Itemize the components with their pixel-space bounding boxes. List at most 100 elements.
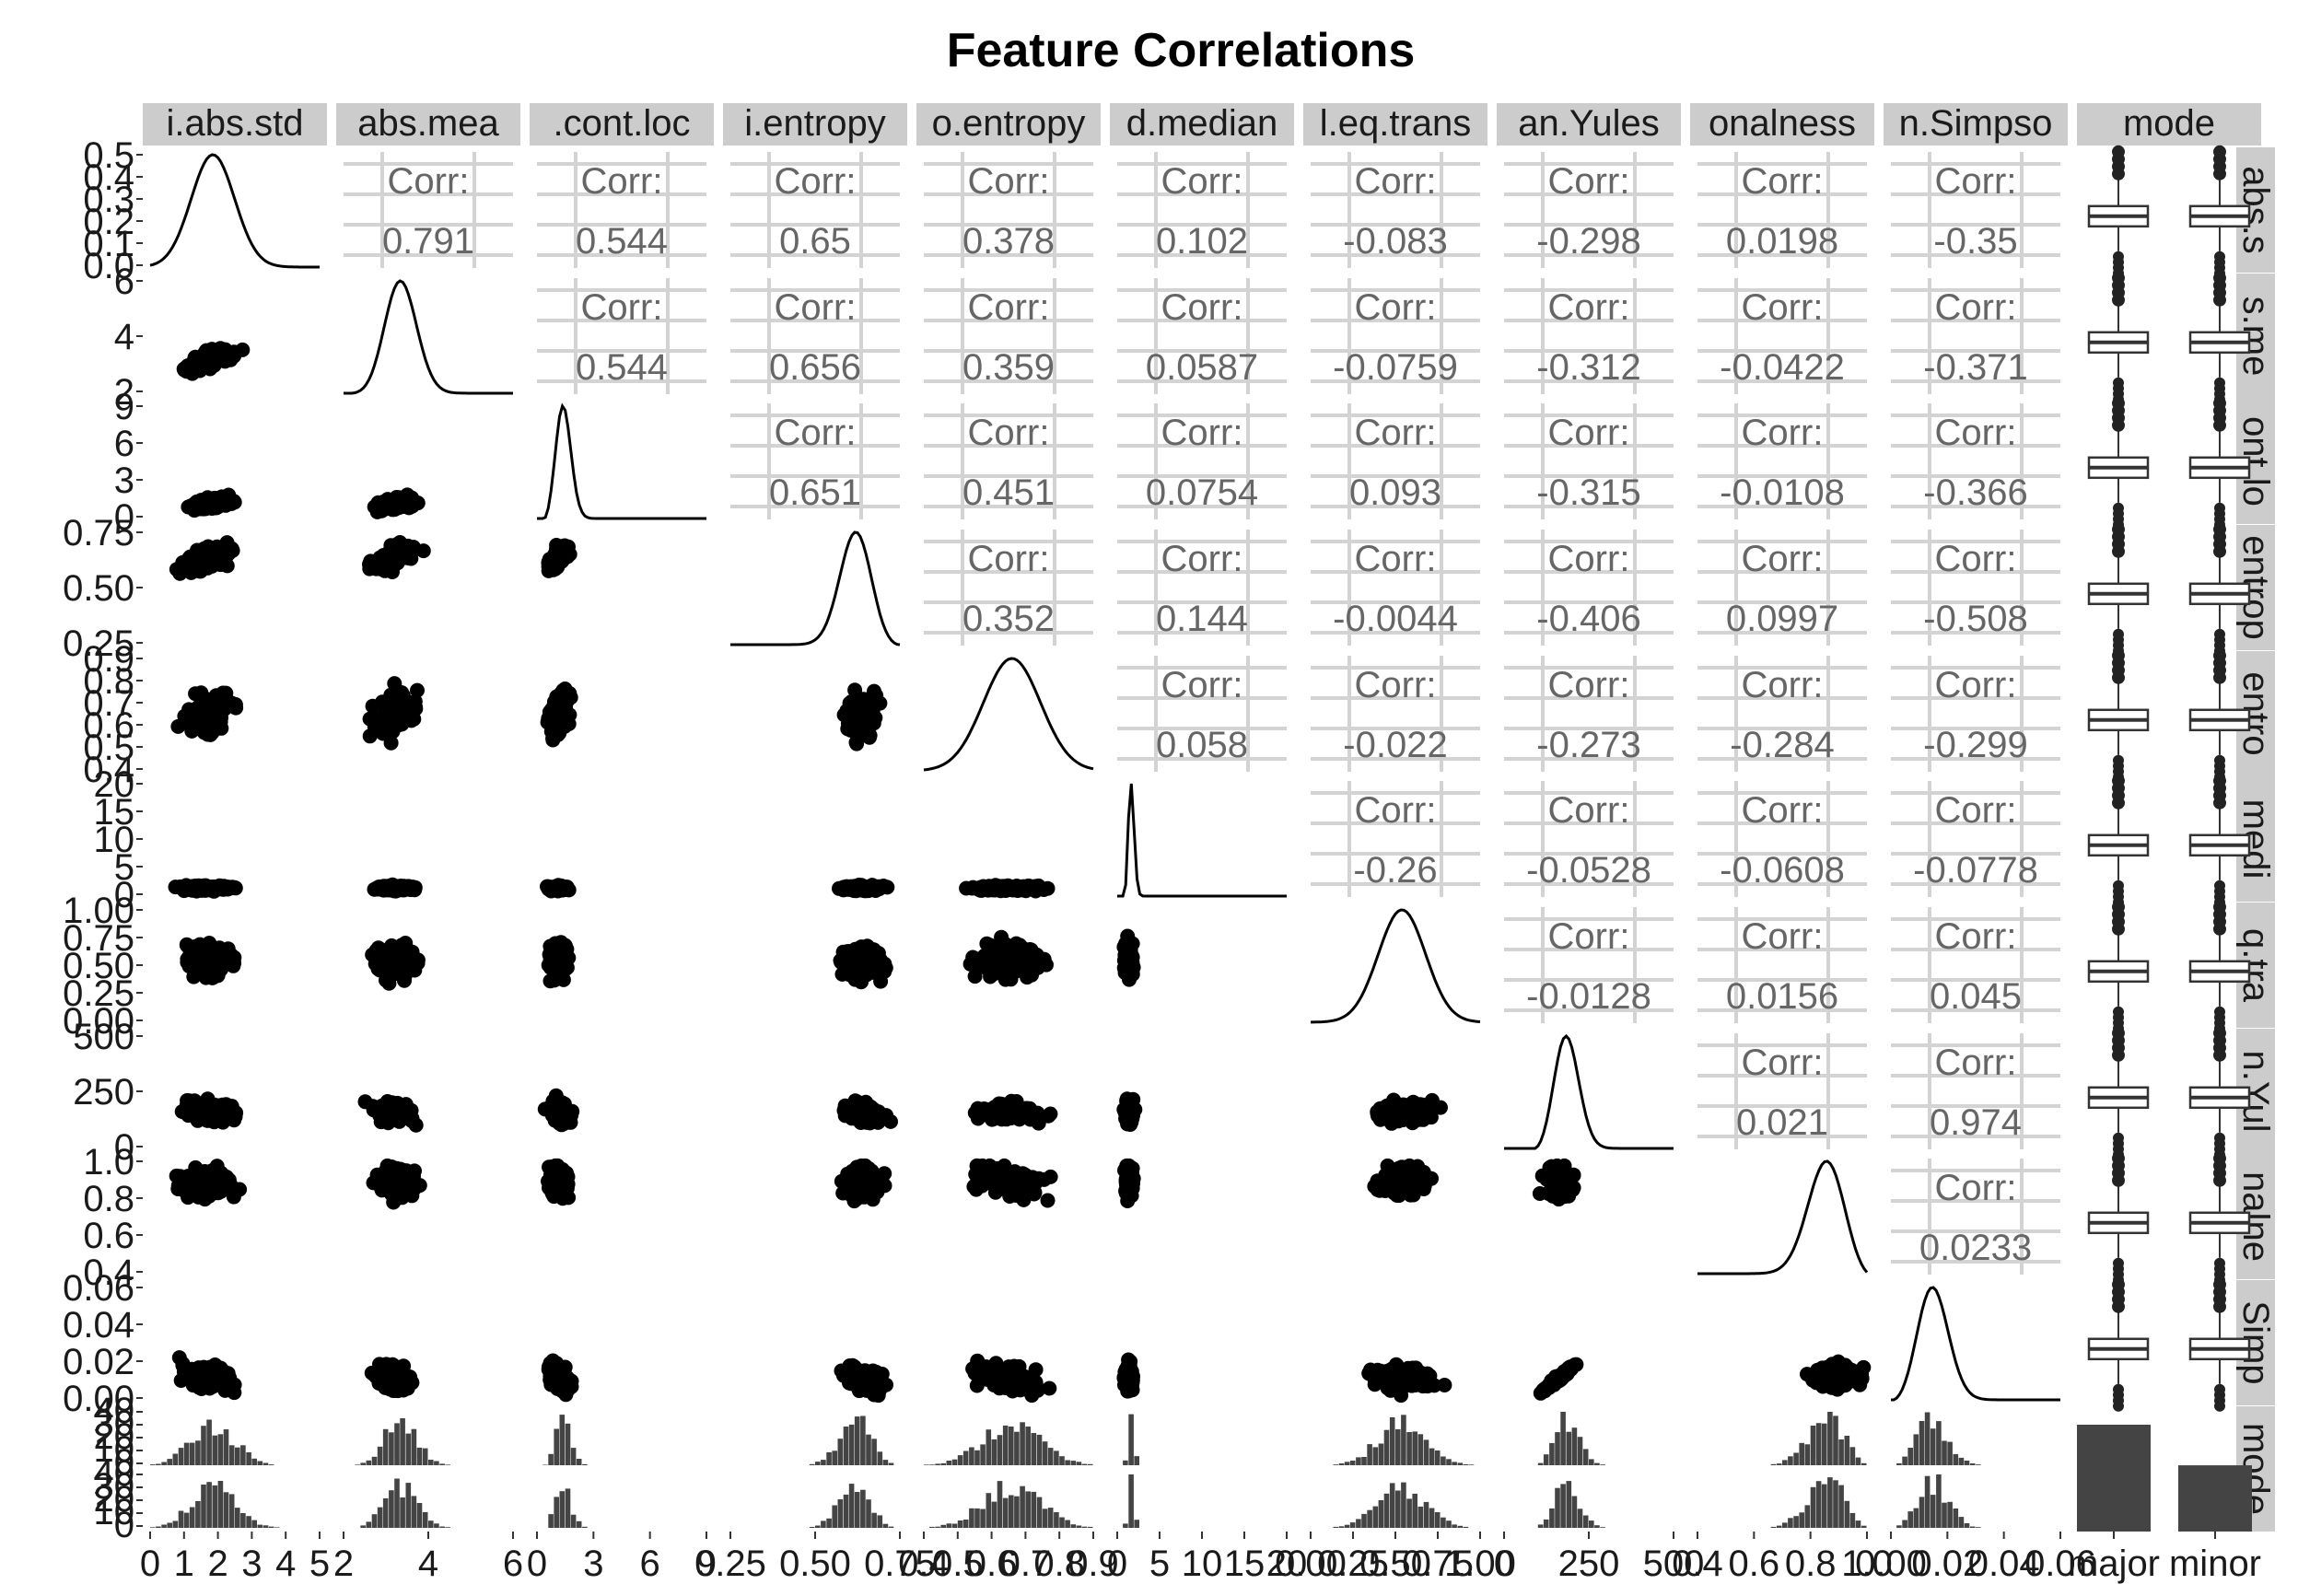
panel: Corr:0.791	[344, 152, 513, 268]
panel	[2087, 774, 2251, 908]
strip-label: .cont.loc	[554, 103, 691, 144]
x-tick-label: 2	[207, 1544, 227, 1584]
corr-label: Corr:	[1548, 665, 1630, 705]
corr-value: 0.451	[962, 472, 1055, 513]
panel	[1504, 1033, 1674, 1150]
scatter-point	[1118, 938, 1134, 953]
panel	[365, 936, 426, 991]
panel	[540, 682, 578, 748]
panel	[2087, 145, 2251, 279]
y-tick-label: 0.00	[63, 1379, 134, 1419]
y-tick-label: 20	[94, 764, 135, 805]
scatter-point	[206, 497, 222, 513]
scatter-point	[410, 682, 425, 698]
corr-value: 0.651	[769, 472, 861, 513]
scatter-point	[1031, 1115, 1046, 1131]
panel	[367, 877, 423, 899]
strip-label: l.eq.trans	[1320, 103, 1472, 144]
x-tick-label: 0.6	[966, 1544, 1018, 1584]
strip-background	[143, 103, 327, 146]
x-tick-label: 6	[640, 1544, 660, 1584]
panel: Corr:-0.298	[1504, 152, 1674, 268]
panel: Corr:0.65	[730, 152, 900, 268]
y-tick-label: 1.00	[63, 891, 134, 931]
scatter-point	[217, 691, 233, 706]
corr-label: Corr:	[1935, 1043, 2017, 1083]
x-tick-label: 0.00	[1275, 1544, 1347, 1584]
y-tick-label: 0.8	[83, 1179, 134, 1219]
corr-value: -0.273	[1536, 725, 1640, 765]
scatter-point	[221, 954, 237, 970]
scatter-point	[365, 947, 380, 962]
x-tick-label: 0	[140, 1544, 160, 1584]
scatter-point	[1015, 1107, 1030, 1123]
x-tick-label: minor	[2169, 1544, 2261, 1584]
corr-label: Corr:	[1548, 539, 1630, 579]
scatter-point	[401, 879, 416, 894]
scatter-point	[365, 698, 380, 714]
box-outlier	[2213, 774, 2226, 787]
x-tick-label: 0.4	[898, 1544, 950, 1584]
scatter-point	[393, 540, 408, 555]
column-strip: .cont.loc	[530, 103, 714, 146]
corr-value: 0.0156	[1726, 976, 1838, 1017]
corr-label: Corr:	[1935, 413, 2017, 453]
scatter-point	[1382, 1099, 1398, 1113]
panel: Corr:0.0754	[1117, 403, 1287, 519]
corr-label: Corr:	[1161, 287, 1243, 328]
panel	[2087, 648, 2251, 783]
x-tick-label: 0.9	[1067, 1544, 1119, 1584]
x-tick-label: 2	[333, 1544, 354, 1584]
panel	[540, 878, 577, 899]
corr-label: Corr:	[1935, 287, 2017, 328]
panel	[176, 341, 251, 381]
y-tick-label: 250	[73, 1072, 134, 1113]
box-outlier	[2213, 271, 2226, 285]
scatter-point	[1024, 879, 1040, 894]
x-tick-label: 0	[1107, 1544, 1127, 1584]
box-outlier	[2112, 774, 2125, 787]
scatter-point	[175, 554, 191, 570]
panel	[362, 535, 431, 579]
y-tick-label: 0.4	[83, 157, 134, 198]
corr-value: -0.0528	[1526, 850, 1651, 891]
scatter-point	[542, 880, 557, 895]
panel: Corr: 0.144	[1117, 530, 1287, 646]
x-tick-label: 0.5	[932, 1544, 984, 1584]
box-outlier	[2213, 396, 2226, 410]
panel: Corr:-0.299	[1891, 656, 2060, 772]
x-tick-label: 0.7	[1000, 1544, 1052, 1584]
corr-label: Corr:	[388, 161, 470, 202]
corr-value: 0.144	[1156, 599, 1248, 639]
corr-label: Corr:	[1161, 539, 1243, 579]
corr-value: -0.508	[1923, 599, 2027, 639]
corr-value: -0.0608	[1720, 850, 1845, 891]
panel: Corr:0.021	[1697, 1033, 1867, 1149]
panel: Corr:-0.315	[1504, 403, 1674, 519]
corr-value: -0.298	[1536, 221, 1640, 262]
y-tick-label: 2	[114, 372, 134, 413]
density-line	[923, 657, 1094, 772]
panel	[170, 685, 244, 742]
corr-value: -0.366	[1923, 472, 2027, 513]
scatter-point	[383, 735, 399, 751]
scatter-point	[998, 1107, 1014, 1123]
panel: Corr:-0.0528	[1504, 781, 1674, 897]
scatter-point	[1000, 944, 1016, 960]
scatter-point	[549, 546, 565, 561]
column-strip: mode	[2077, 103, 2261, 146]
corr-value: 0.544	[576, 347, 668, 388]
x-tick-label: 250	[1558, 1544, 1620, 1584]
panel: Corr:-0.35	[1891, 152, 2060, 268]
corr-label: Corr:	[1355, 161, 1437, 202]
scatter-point	[211, 349, 227, 365]
panel	[174, 1091, 244, 1130]
corr-value: 0.021	[1736, 1102, 1828, 1143]
panel: Corr:0.656	[730, 278, 900, 394]
corr-value: 0.65	[779, 221, 851, 262]
corr-value: 0.359	[962, 347, 1055, 388]
y-tick-label: 10	[94, 820, 135, 860]
box-outlier	[2112, 522, 2125, 536]
panel	[2087, 1026, 2251, 1160]
y-tick-label: 0.0	[83, 246, 134, 286]
